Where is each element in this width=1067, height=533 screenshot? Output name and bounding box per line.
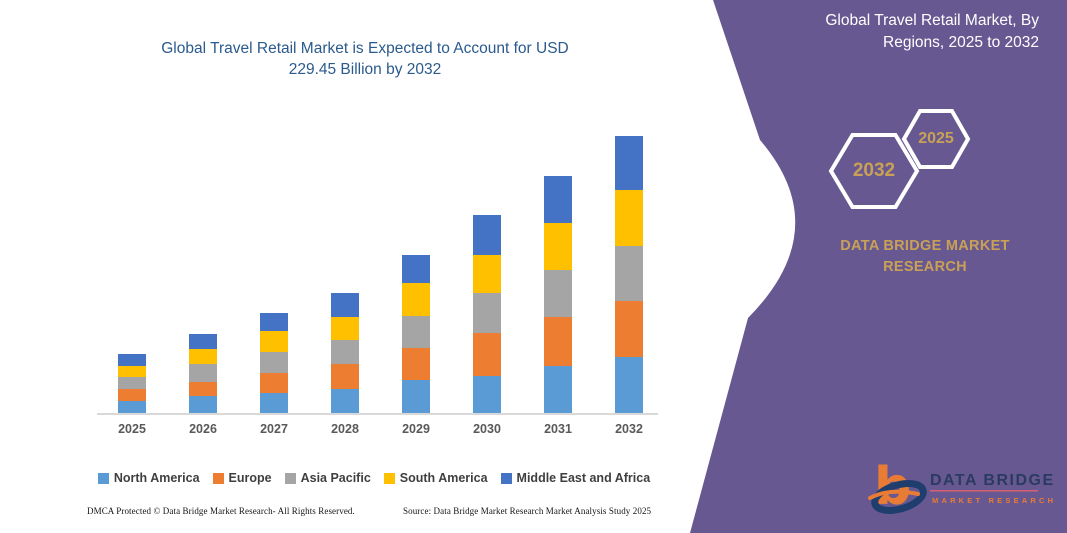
- bar-segment-2027-middle-east-and-africa: [260, 313, 288, 332]
- legend-swatch-icon: [383, 472, 395, 484]
- legend-item-asia-pacific: Asia Pacific: [284, 471, 371, 485]
- plot-area: 2025 2026 2027 2028 2029 2030 2031 2032: [97, 136, 658, 436]
- logo-divider: [930, 490, 1038, 492]
- bar-segment-2028-north-america: [331, 388, 359, 413]
- legend: North America Europe Asia Pacific South Ame…: [78, 471, 670, 485]
- bar-segment-2028-middle-east-and-africa: [331, 293, 359, 318]
- bar-segment-2032-middle-east-and-africa: [615, 136, 643, 190]
- bar-segment-2030-north-america: [473, 375, 501, 413]
- chart-title: Global Travel Retail Market is Expected …: [105, 38, 625, 80]
- legend-swatch-icon: [284, 472, 296, 484]
- footer-dmca: DMCA Protected © Data Bridge Market Rese…: [87, 506, 355, 516]
- bar-segment-2025-north-america: [118, 400, 146, 413]
- bar-segment-2030-asia-pacific: [473, 292, 501, 333]
- x-axis-line: [97, 413, 658, 415]
- bar-segment-2030-europe: [473, 332, 501, 376]
- legend-label: North America: [113, 471, 200, 485]
- side-panel-heading-line2: Regions, 2025 to 2032: [883, 34, 1039, 51]
- bar-segment-2025-asia-pacific: [118, 377, 146, 389]
- bar-2032: [615, 136, 643, 413]
- bar-2031: [544, 175, 572, 413]
- bar-segment-2027-north-america: [260, 393, 288, 413]
- logo-underswoosh-icon: [868, 489, 920, 500]
- purple-panel: [690, 0, 1067, 533]
- bar-segment-2032-europe: [615, 301, 643, 357]
- legend-item-europe: Europe: [212, 471, 272, 485]
- brand-line1: DATA BRIDGE MARKET: [840, 238, 1010, 254]
- bar-segment-2030-south-america: [473, 254, 501, 293]
- legend-label: Europe: [228, 471, 272, 485]
- side-panel-heading: Global Travel Retail Market, By Regions,…: [739, 10, 1039, 54]
- hexagon-year-2032: 2032: [852, 160, 896, 181]
- bar-segment-2025-middle-east-and-africa: [118, 354, 146, 366]
- x-axis-label-2029: 2029: [402, 422, 430, 436]
- bar-segment-2031-middle-east-and-africa: [544, 175, 572, 223]
- bar-segment-2029-south-america: [402, 283, 430, 316]
- bar-segment-2031-asia-pacific: [544, 270, 572, 317]
- bar-segment-2032-south-america: [615, 189, 643, 246]
- bar-segment-2029-europe: [402, 348, 430, 380]
- bar-segment-2025-south-america: [118, 365, 146, 378]
- brand-wordmark: DATA BRIDGE MARKET RESEARCH: [810, 236, 1040, 278]
- bar-segment-2025-europe: [118, 388, 146, 401]
- chart-title-line2: 229.45 Billion by 2032: [288, 61, 442, 78]
- bar-segment-2028-south-america: [331, 317, 359, 340]
- bar-segment-2031-europe: [544, 317, 572, 366]
- side-panel-heading-line1: Global Travel Retail Market, By: [825, 12, 1039, 29]
- bar-segment-2026-europe: [189, 381, 217, 397]
- bar-segment-2026-north-america: [189, 396, 217, 413]
- bar-segment-2026-south-america: [189, 349, 217, 365]
- x-axis-label-2026: 2026: [189, 422, 217, 436]
- bar-2030: [473, 215, 501, 413]
- legend-label: Middle East and Africa: [516, 471, 651, 485]
- chart-title-line1: Global Travel Retail Market is Expected …: [161, 40, 569, 57]
- bar-segment-2029-middle-east-and-africa: [402, 254, 430, 283]
- logo-swoosh-icon: [871, 480, 927, 514]
- bar-segment-2031-south-america: [544, 223, 572, 270]
- logo-tagline: MARKET RESEARCH: [932, 496, 1056, 505]
- bar-2026: [189, 334, 217, 413]
- bar-segment-2027-south-america: [260, 331, 288, 353]
- hexagon-year-2025: 2025: [918, 130, 954, 147]
- legend-item-north-america: North America: [97, 471, 200, 485]
- footer-source: Source: Data Bridge Market Research Mark…: [403, 506, 652, 516]
- bar-segment-2029-asia-pacific: [402, 316, 430, 348]
- dbmr-logo: b DATA BRIDGE MARKET RESEARCH: [868, 457, 1056, 517]
- legend-swatch-icon: [500, 472, 512, 484]
- legend-item-south-america: South America: [383, 471, 488, 485]
- bar-segment-2032-asia-pacific: [615, 245, 643, 301]
- legend-swatch-icon: [97, 472, 109, 484]
- bar-2025: [118, 354, 146, 413]
- x-axis-label-2028: 2028: [331, 422, 359, 436]
- legend-swatch-icon: [212, 472, 224, 484]
- bar-segment-2027-asia-pacific: [260, 352, 288, 374]
- hexagon-outline-2032: [828, 133, 920, 209]
- bar-segment-2026-middle-east-and-africa: [189, 334, 217, 350]
- bar-2027: [260, 313, 288, 413]
- bar-segment-2027-europe: [260, 373, 288, 394]
- x-axis-label-2025: 2025: [118, 422, 146, 436]
- bar-segment-2026-asia-pacific: [189, 364, 217, 382]
- bar-2028: [331, 293, 359, 413]
- bar-segment-2030-middle-east-and-africa: [473, 215, 501, 255]
- logo-name: DATA BRIDGE: [930, 472, 1055, 489]
- legend-label: South America: [399, 471, 488, 485]
- bar-segment-2031-north-america: [544, 366, 572, 413]
- x-axis-label-2032: 2032: [615, 422, 643, 436]
- brand-line2: RESEARCH: [883, 259, 967, 275]
- x-axis-label-2030: 2030: [473, 422, 501, 436]
- x-axis-label-2027: 2027: [260, 422, 288, 436]
- bar-segment-2032-north-america: [615, 357, 643, 413]
- legend-item-middle-east-and-africa: Middle East and Africa: [500, 471, 651, 485]
- bar-segment-2028-asia-pacific: [331, 339, 359, 365]
- x-axis-label-2031: 2031: [544, 422, 572, 436]
- legend-label: Asia Pacific: [300, 471, 371, 485]
- hexagon-outline-2025: [901, 109, 971, 169]
- bar-2029: [402, 254, 430, 413]
- bar-segment-2029-north-america: [402, 380, 430, 413]
- bar-segment-2028-europe: [331, 364, 359, 389]
